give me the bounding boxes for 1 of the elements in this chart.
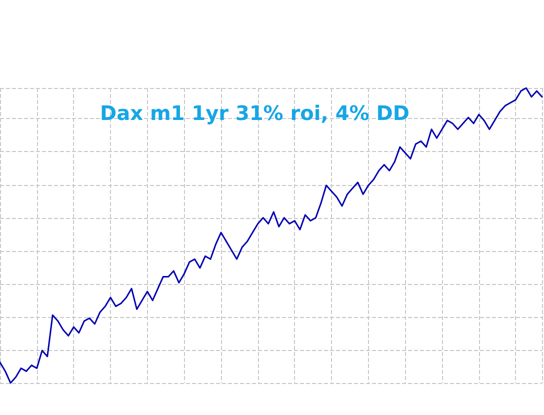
text: Dax m1 1yr 31% roi, 4% DD <box>100 101 410 125</box>
